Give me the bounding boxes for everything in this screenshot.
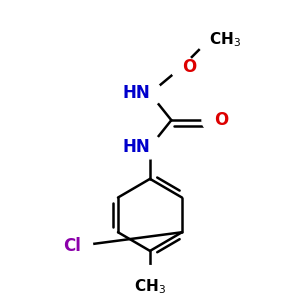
Circle shape [138, 266, 162, 290]
Circle shape [202, 108, 226, 132]
Circle shape [69, 234, 93, 258]
Circle shape [170, 55, 194, 79]
Text: CH$_3$: CH$_3$ [209, 31, 241, 50]
Text: O: O [214, 111, 228, 129]
Text: HN: HN [122, 85, 150, 103]
Circle shape [138, 135, 162, 159]
Text: O: O [182, 58, 196, 76]
Text: Cl: Cl [63, 237, 81, 255]
Circle shape [138, 82, 162, 106]
Text: HN: HN [122, 138, 150, 156]
Text: CH$_3$: CH$_3$ [134, 278, 166, 296]
Circle shape [197, 28, 221, 52]
